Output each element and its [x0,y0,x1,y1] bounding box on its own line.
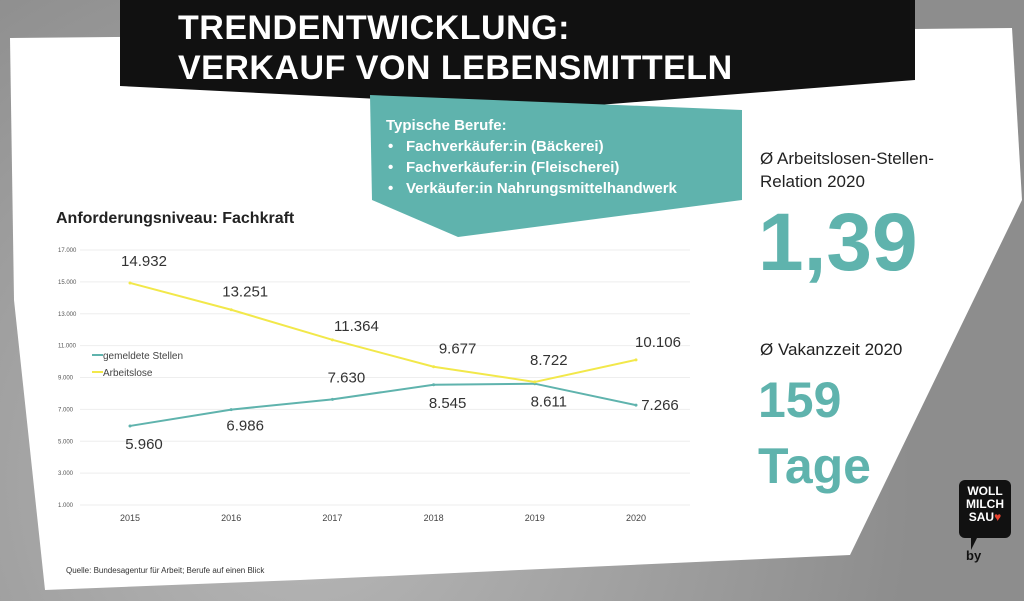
y-tick-label: 5.000 [58,439,74,445]
ratio-label-line-1: Ø Arbeitslosen-Stellen- [760,149,934,168]
data-label: 7.266 [641,397,679,414]
ratio-label: Ø Arbeitslosen-Stellen- Relation 2020 [760,147,934,193]
data-label: 13.251 [222,284,268,301]
data-label: 11.364 [334,318,379,335]
data-point [533,380,537,384]
x-tick-label: 2017 [322,513,342,523]
y-tick-label: 7.000 [58,407,74,413]
data-label: 8.611 [531,394,567,411]
data-label: 6.986 [226,418,264,435]
typical-jobs: Typische Berufe: Fachverkäufer:in (Bäcke… [386,115,677,199]
job-item: Fachverkäufer:in (Bäckerei) [386,136,677,157]
y-tick-label: 9.000 [58,376,74,382]
x-tick-label: 2019 [525,513,545,523]
ratio-label-line-2: Relation 2020 [760,172,865,191]
title-line-1: TRENDENTWICKLUNG: [178,9,570,47]
data-label: 14.932 [121,253,167,270]
title-line-2: VERKAUF VON LEBENSMITTELN [178,49,733,87]
series-line-arbeitslose [129,281,637,383]
wollmilchsau-logo: WOLL MILCH SAU♥ [959,480,1011,550]
x-tick-label: 2016 [221,513,241,523]
y-tick-label: 1.000 [58,503,74,509]
source-note: Quelle: Bundesagentur für Arbeit; Berufe… [66,566,265,575]
page-title: TRENDENTWICKLUNG: VERKAUF VON LEBENSMITTE… [178,8,733,88]
title-banner [120,0,915,108]
vacancy-label: Ø Vakanzzeit 2020 [760,340,903,359]
logo-by: by [966,548,982,563]
vacancy-unit: Tage [758,438,871,494]
data-point [634,403,638,407]
data-point [634,358,638,362]
x-tick-label: 2015 [120,513,140,523]
data-point [229,408,233,412]
legend-label: Arbeitslose [103,368,153,379]
chart-title: Anforderungsniveau: Fachkraft [56,210,295,227]
data-point [330,338,334,342]
series-line-stellen [129,382,637,427]
data-point [432,365,436,369]
data-point [229,308,233,312]
data-point [432,383,436,387]
data-label: 7.630 [328,369,366,386]
y-tick-label: 15.000 [58,280,77,286]
job-item: Fachverkäufer:in (Fleischerei) [386,157,677,178]
data-point [128,281,132,285]
jobs-heading: Typische Berufe: [386,117,507,134]
data-label: 5.960 [125,436,163,453]
y-tick-label: 11.000 [58,344,77,350]
vacancy-value: 159 [758,372,842,428]
ratio-value: 1,39 [758,197,918,288]
x-tick-label: 2018 [424,513,444,523]
data-point [330,397,334,401]
x-tick-label: 2020 [626,513,646,523]
y-tick-label: 3.000 [58,471,74,477]
data-label: 8.722 [530,352,568,369]
data-label: 9.677 [439,341,477,358]
y-tick-label: 13.000 [58,312,77,318]
y-tick-label: 17.000 [58,248,77,254]
legend-label: gemeldete Stellen [103,351,183,362]
data-point [128,424,132,428]
job-item: Verkäufer:in Nahrungsmittelhandwerk [386,178,677,199]
data-label: 8.545 [429,395,467,412]
data-label: 10.106 [635,334,681,351]
